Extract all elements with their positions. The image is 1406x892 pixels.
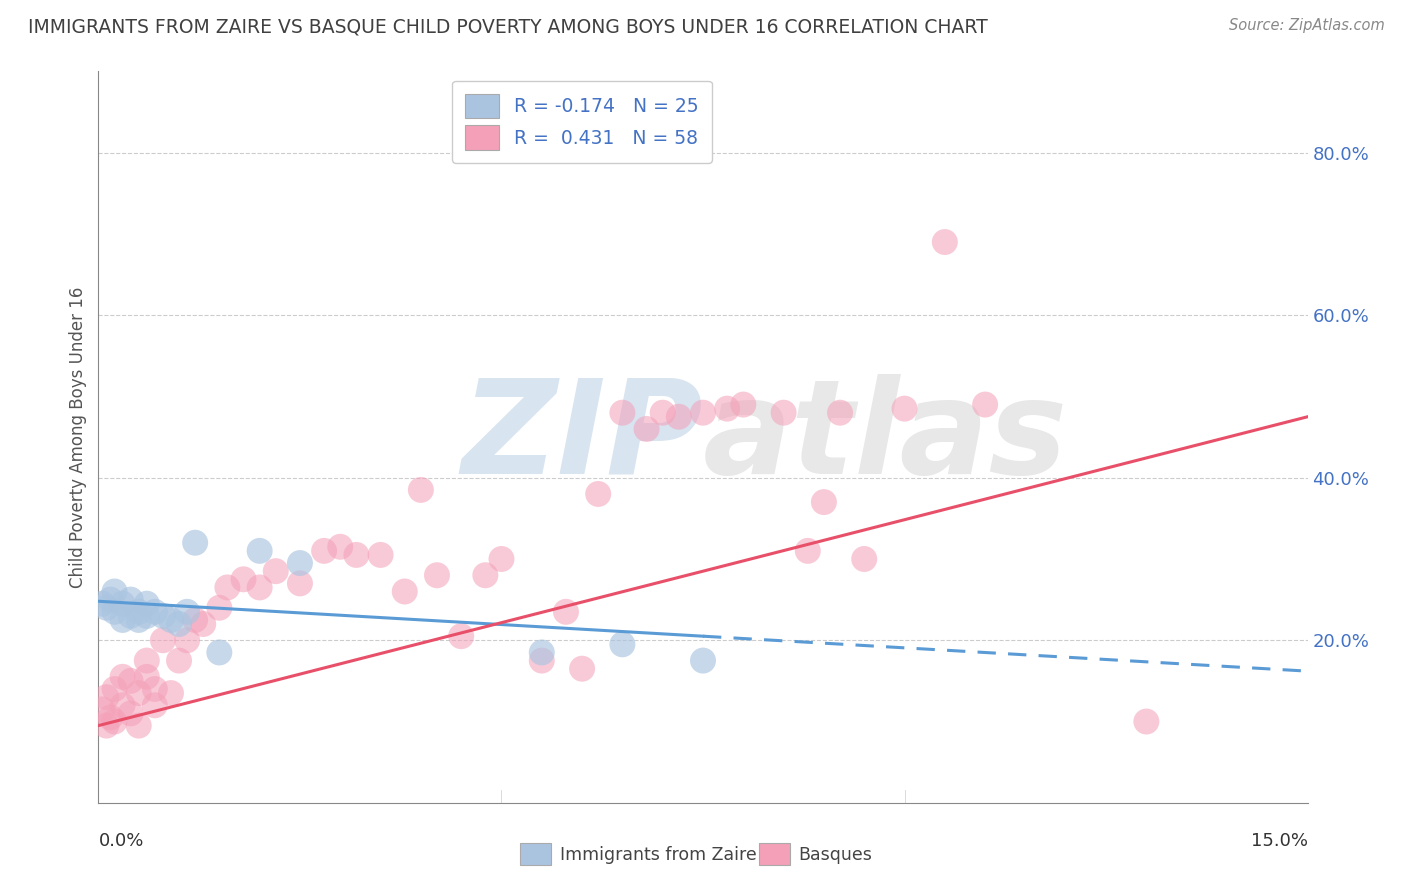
Text: Immigrants from Zaire: Immigrants from Zaire xyxy=(560,846,756,863)
Point xyxy=(344,548,367,562)
Point xyxy=(128,613,150,627)
Text: Source: ZipAtlas.com: Source: ZipAtlas.com xyxy=(1229,18,1385,33)
Point xyxy=(716,401,738,416)
Point xyxy=(184,613,207,627)
Point xyxy=(184,535,207,549)
Point xyxy=(409,483,432,497)
Point xyxy=(135,654,157,668)
Point xyxy=(208,645,231,659)
Point xyxy=(370,548,392,562)
Point xyxy=(893,401,915,416)
Point xyxy=(167,617,190,632)
Point xyxy=(120,592,142,607)
Point xyxy=(152,608,174,623)
Text: ZIP: ZIP xyxy=(461,374,703,500)
Point xyxy=(828,406,851,420)
Point xyxy=(249,544,271,558)
Point xyxy=(208,600,231,615)
Point xyxy=(772,406,794,420)
Point xyxy=(96,718,118,732)
Point xyxy=(288,556,311,570)
Point xyxy=(100,710,122,724)
Point xyxy=(612,406,634,420)
Point xyxy=(555,605,578,619)
Point xyxy=(668,409,690,424)
Point xyxy=(314,544,336,558)
Point xyxy=(120,608,142,623)
Point xyxy=(103,605,125,619)
Point xyxy=(143,605,166,619)
Point xyxy=(103,681,125,696)
Point xyxy=(636,422,658,436)
Point xyxy=(128,605,150,619)
Point xyxy=(152,633,174,648)
Point xyxy=(135,597,157,611)
Point xyxy=(135,670,157,684)
Point xyxy=(167,654,190,668)
Point xyxy=(120,706,142,721)
Point xyxy=(612,637,634,651)
Point xyxy=(111,670,134,684)
Point xyxy=(143,698,166,713)
Point xyxy=(176,605,198,619)
Text: Basques: Basques xyxy=(799,846,873,863)
Point xyxy=(120,673,142,688)
Text: IMMIGRANTS FROM ZAIRE VS BASQUE CHILD POVERTY AMONG BOYS UNDER 16 CORRELATION CH: IMMIGRANTS FROM ZAIRE VS BASQUE CHILD PO… xyxy=(28,18,988,37)
Point xyxy=(128,718,150,732)
Point xyxy=(160,686,183,700)
Point xyxy=(135,608,157,623)
Point xyxy=(733,398,755,412)
Point xyxy=(974,398,997,412)
Point xyxy=(232,572,254,586)
Point xyxy=(100,592,122,607)
Point xyxy=(853,552,876,566)
Point xyxy=(193,617,215,632)
Point xyxy=(474,568,496,582)
Point xyxy=(103,584,125,599)
Point xyxy=(797,544,820,558)
Point xyxy=(426,568,449,582)
Point xyxy=(934,235,956,249)
Point xyxy=(1135,714,1157,729)
Point xyxy=(571,662,593,676)
Point xyxy=(586,487,609,501)
Point xyxy=(491,552,513,566)
Point xyxy=(651,406,673,420)
Text: 15.0%: 15.0% xyxy=(1250,832,1308,850)
Point xyxy=(111,613,134,627)
Y-axis label: Child Poverty Among Boys Under 16: Child Poverty Among Boys Under 16 xyxy=(69,286,87,588)
Text: 0.0%: 0.0% xyxy=(98,832,143,850)
Text: atlas: atlas xyxy=(703,374,1069,500)
Point xyxy=(128,686,150,700)
Point xyxy=(530,654,553,668)
Point xyxy=(96,690,118,705)
Point xyxy=(264,564,287,578)
Point xyxy=(217,581,239,595)
Point xyxy=(530,645,553,659)
Point xyxy=(103,714,125,729)
Point xyxy=(329,540,352,554)
Point xyxy=(692,406,714,420)
Point xyxy=(143,681,166,696)
Point xyxy=(249,581,271,595)
Point xyxy=(692,654,714,668)
Point xyxy=(394,584,416,599)
Point xyxy=(813,495,835,509)
Point xyxy=(176,633,198,648)
Point xyxy=(96,600,118,615)
Point xyxy=(111,597,134,611)
Point xyxy=(111,698,134,713)
Point xyxy=(288,576,311,591)
Point xyxy=(160,613,183,627)
Point xyxy=(450,629,472,643)
Point xyxy=(91,597,114,611)
Point xyxy=(91,702,114,716)
Legend: R = -0.174   N = 25, R =  0.431   N = 58: R = -0.174 N = 25, R = 0.431 N = 58 xyxy=(453,81,711,162)
